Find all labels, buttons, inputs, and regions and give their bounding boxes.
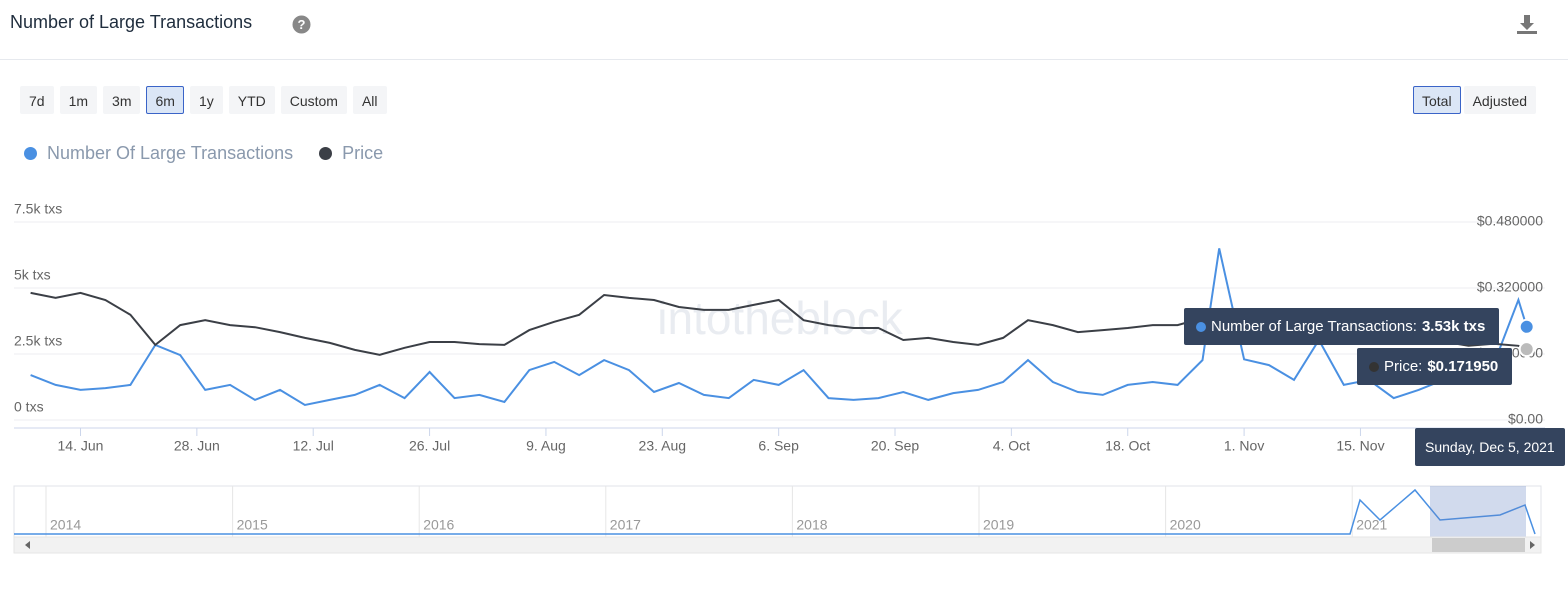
series-line: [30, 248, 1528, 407]
range-button[interactable]: 1m: [59, 86, 98, 114]
x-tick-label: 18. Oct: [1105, 438, 1150, 454]
download-icon[interactable]: [1516, 13, 1538, 35]
range-button[interactable]: 6m: [146, 86, 184, 114]
mode-buttons: Total Adjusted: [1413, 86, 1537, 114]
scrollbar-thumb[interactable]: [1432, 538, 1525, 552]
y-tick-label: 5k txs: [14, 267, 51, 283]
tooltip-row: Number of Large Transactions: 3.53k txs: [1184, 308, 1500, 345]
navigator-year: 2019: [983, 517, 1014, 533]
watermark: intotheblock: [657, 292, 903, 344]
range-button[interactable]: 3m: [103, 86, 141, 114]
x-tick-label: 28. Jun: [174, 438, 220, 454]
chart-title: Number of Large Transactions: [10, 12, 253, 32]
navigator-line: [14, 488, 1536, 535]
navigator-year: 2018: [796, 517, 827, 533]
x-tick-label: 6. Sep: [758, 438, 799, 454]
x-tick-label: 20. Sep: [871, 438, 919, 454]
x-tick-label: 26. Jul: [409, 438, 450, 454]
tooltip-label: Price:: [1384, 358, 1423, 375]
navigator-year: 2020: [1170, 517, 1201, 533]
x-tick-label: 9. Aug: [526, 438, 566, 454]
tooltip-marker: [1369, 361, 1379, 372]
range-button[interactable]: All: [352, 86, 387, 114]
x-tick-label: 23. Aug: [639, 438, 687, 454]
range-button[interactable]: YTD: [228, 86, 275, 114]
scroll-left[interactable]: [25, 541, 30, 549]
tooltip-label: Number of Large Transactions:: [1211, 318, 1417, 335]
legend-label: Number Of Large Transactions: [47, 143, 294, 163]
navigator-year: 2015: [237, 517, 268, 533]
hover-marker: [1518, 341, 1535, 358]
tooltip-row: Price: $0.171950: [1357, 348, 1513, 385]
x-tick-label: 15. Nov: [1336, 438, 1384, 454]
y2-tick-label: $0.00: [1508, 411, 1543, 427]
legend: Number Of Large Transactions Price: [24, 143, 383, 164]
x-tick-label: 1. Nov: [1224, 438, 1264, 454]
mode-button[interactable]: Total: [1413, 86, 1461, 114]
navigator-year: 2016: [423, 517, 454, 533]
x-tick-label: 12. Jul: [293, 438, 334, 454]
legend-item[interactable]: Number Of Large Transactions: [24, 143, 293, 164]
tooltip-value: 3.53k txs: [1421, 318, 1486, 335]
range-button[interactable]: Custom: [280, 86, 347, 114]
y-tick-label: 7.5k txs: [14, 201, 62, 217]
scrollbar-track: [13, 536, 1542, 554]
help-icon[interactable]: ?: [292, 15, 311, 34]
navigator-year: 2021: [1356, 517, 1387, 533]
navigator-year: 2014: [50, 517, 81, 533]
legend-item[interactable]: Price: [319, 143, 383, 164]
tooltip-value: $0.171950: [1427, 358, 1499, 375]
y-tick-label: 2.5k txs: [14, 333, 62, 349]
y-tick-label: 0 txs: [14, 399, 44, 415]
range-button[interactable]: 1y: [189, 86, 223, 114]
tooltip-date: Sunday, Dec 5, 2021: [1415, 428, 1565, 466]
tooltip-marker: [1196, 321, 1206, 332]
legend-marker: [24, 147, 37, 160]
legend-marker: [319, 147, 333, 160]
x-tick-label: 14. Jun: [58, 438, 104, 454]
hover-marker: [1518, 318, 1535, 335]
range-buttons: 7d 1m 3m 6m 1y YTD Custom All: [20, 86, 387, 114]
legend-label: Price: [342, 143, 384, 163]
x-tick-label: 4. Oct: [993, 438, 1030, 454]
range-button[interactable]: 7d: [20, 86, 54, 114]
divider: [0, 59, 1568, 60]
y2-tick-label: $0.320000: [1477, 279, 1543, 295]
mode-button[interactable]: Adjusted: [1463, 86, 1537, 114]
scroll-right[interactable]: [1530, 541, 1535, 549]
svg-text:?: ?: [298, 17, 306, 32]
navigator-year: 2017: [610, 517, 641, 533]
y2-tick-label: $0.480000: [1477, 213, 1543, 229]
navigator-selection[interactable]: [1430, 486, 1526, 537]
